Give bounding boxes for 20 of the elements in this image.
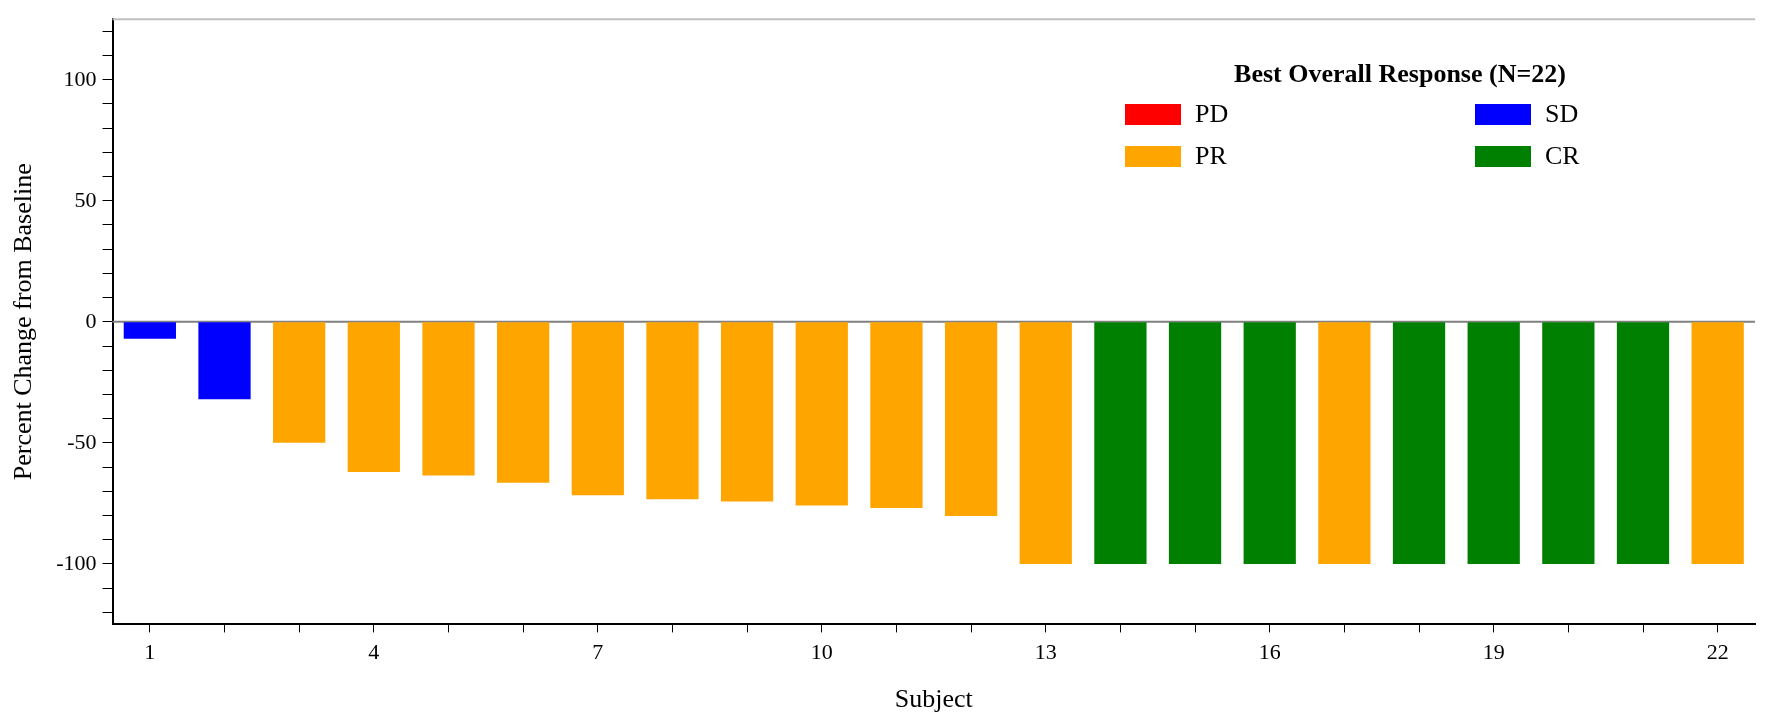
y-tick-label: -50 xyxy=(67,428,97,454)
legend-label: PR xyxy=(1195,141,1227,172)
y-tick-label: 50 xyxy=(74,186,97,212)
y-axis-title: Percent Change from Baseline xyxy=(8,163,38,481)
x-tick-label: 13 xyxy=(1034,639,1057,665)
x-tick-label: 16 xyxy=(1258,639,1281,665)
legend-label: PD xyxy=(1195,99,1229,130)
x-tick-label: 7 xyxy=(592,639,604,665)
x-tick-label: 10 xyxy=(810,639,833,665)
legend-label: SD xyxy=(1545,99,1579,130)
y-tick-label: 0 xyxy=(85,307,97,333)
legend-label: CR xyxy=(1545,141,1580,172)
x-tick-label: 4 xyxy=(368,639,380,665)
x-axis-title: Subject xyxy=(894,684,974,714)
x-tick-label: 22 xyxy=(1706,639,1729,665)
y-tick-label: -100 xyxy=(56,549,97,575)
x-tick-label: 19 xyxy=(1482,639,1505,665)
x-tick-label: 1 xyxy=(144,639,156,665)
legend-title: Best Overall Response (N=22) xyxy=(1233,59,1567,90)
y-tick-label: 100 xyxy=(63,65,97,91)
